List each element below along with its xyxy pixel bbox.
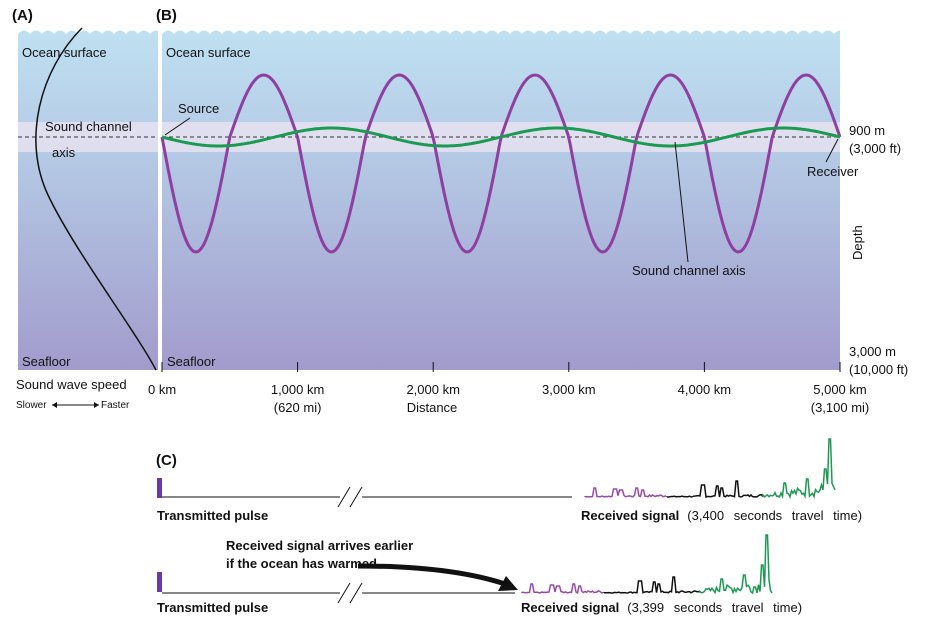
transmitted-label: Transmitted pulse bbox=[157, 508, 268, 523]
depth-axis-title: Depth bbox=[850, 225, 865, 260]
distance-km: 0 km bbox=[148, 382, 176, 397]
surface-label: Ocean surface bbox=[22, 45, 107, 60]
depth-label: 3,000 m bbox=[849, 344, 896, 359]
pulse bbox=[157, 572, 162, 592]
panel-label: (A) bbox=[12, 7, 33, 24]
distance-km: 5,000 km bbox=[813, 382, 866, 397]
surface-waves bbox=[18, 22, 846, 40]
pulse bbox=[157, 478, 162, 498]
faster-label: Faster bbox=[101, 400, 130, 411]
speed-title: Sound wave speed bbox=[16, 377, 127, 392]
seafloor-label: Seafloor bbox=[22, 354, 71, 369]
transmitted-label: Transmitted pulse bbox=[157, 600, 268, 615]
signal-trace bbox=[603, 576, 701, 594]
break-mark bbox=[337, 486, 363, 508]
axis-pointer bbox=[674, 141, 689, 263]
signal-trace bbox=[584, 487, 667, 498]
depth-label: (10,000 ft) bbox=[849, 362, 908, 377]
signals bbox=[521, 438, 836, 595]
signal-trace bbox=[762, 438, 836, 500]
source-label: Source bbox=[178, 101, 219, 116]
panel-b-ocean bbox=[162, 28, 840, 370]
signal-trace bbox=[666, 480, 764, 499]
signal-trace bbox=[521, 583, 604, 595]
distance-mi: (620 mi) bbox=[274, 400, 322, 415]
received-line: Received signal (3,399 seconds travel tim… bbox=[521, 600, 802, 615]
received-label: Received signal bbox=[581, 508, 679, 523]
depth-label: 900 m bbox=[849, 123, 885, 138]
travel-time: (3,399 seconds travel time) bbox=[627, 600, 802, 615]
distance-ticks: 0 km 1,000 km (620 mi) 2,000 km 3,000 km 4,00… bbox=[148, 362, 869, 415]
source-pointer bbox=[164, 117, 191, 136]
receiver-pointer bbox=[825, 138, 839, 163]
break-mark bbox=[337, 582, 363, 604]
distance-title: Distance bbox=[407, 400, 458, 415]
distance-km: 3,000 km bbox=[542, 382, 595, 397]
speed-arrowheads bbox=[52, 402, 99, 408]
note-arrowhead bbox=[498, 576, 518, 591]
surface-label: Ocean surface bbox=[166, 45, 251, 60]
received-label: Received signal bbox=[521, 600, 619, 615]
receiver-label: Receiver bbox=[807, 164, 859, 179]
note: if the ocean has warmed. bbox=[226, 556, 381, 571]
panel-a-ocean bbox=[18, 28, 158, 370]
travel-time: (3,400 seconds travel time) bbox=[687, 508, 862, 523]
distance-mi: (3,100 mi) bbox=[811, 400, 870, 415]
signal-trace bbox=[699, 534, 773, 595]
distance-km: 4,000 km bbox=[678, 382, 731, 397]
note: Received signal arrives earlier bbox=[226, 538, 413, 553]
panel-label: (B) bbox=[156, 7, 177, 24]
distance-km: 1,000 km bbox=[271, 382, 324, 397]
axis-label: axis bbox=[52, 145, 76, 160]
distance-km: 2,000 km bbox=[406, 382, 459, 397]
received-line: Received signal (3,400 seconds travel tim… bbox=[581, 508, 862, 523]
axis-label: Sound channel bbox=[45, 119, 132, 134]
depth-label: (3,000 ft) bbox=[849, 141, 901, 156]
speed-profile bbox=[35, 27, 157, 371]
slower-label: Slower bbox=[16, 400, 47, 411]
channel-axis-label: Sound channel axis bbox=[632, 263, 746, 278]
panel-label: (C) bbox=[156, 452, 177, 469]
note-arrow bbox=[357, 563, 506, 587]
seafloor-label: Seafloor bbox=[167, 354, 216, 369]
sound-ray-axial bbox=[161, 126, 841, 148]
